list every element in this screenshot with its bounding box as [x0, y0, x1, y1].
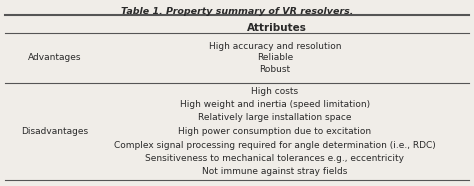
Text: Disadvantages: Disadvantages — [21, 127, 88, 136]
Text: Complex signal processing required for angle determination (i.e., RDC): Complex signal processing required for a… — [114, 140, 436, 150]
Text: Reliable: Reliable — [257, 54, 293, 62]
Text: Not immune against stray fields: Not immune against stray fields — [202, 168, 347, 177]
Text: High costs: High costs — [251, 86, 299, 95]
Text: Table 1. Property summary of VR resolvers.: Table 1. Property summary of VR resolver… — [121, 7, 353, 16]
Text: Advantages: Advantages — [28, 54, 81, 62]
Text: Relatively large installation space: Relatively large installation space — [198, 113, 352, 123]
Text: High accuracy and resolution: High accuracy and resolution — [209, 42, 341, 51]
Text: High weight and inertia (speed limitation): High weight and inertia (speed limitatio… — [180, 100, 370, 109]
Text: Robust: Robust — [259, 65, 291, 74]
Text: High power consumption due to excitation: High power consumption due to excitation — [178, 127, 372, 136]
Text: Sensitiveness to mechanical tolerances e.g., eccentricity: Sensitiveness to mechanical tolerances e… — [146, 154, 404, 163]
Text: Attributes: Attributes — [247, 23, 307, 33]
